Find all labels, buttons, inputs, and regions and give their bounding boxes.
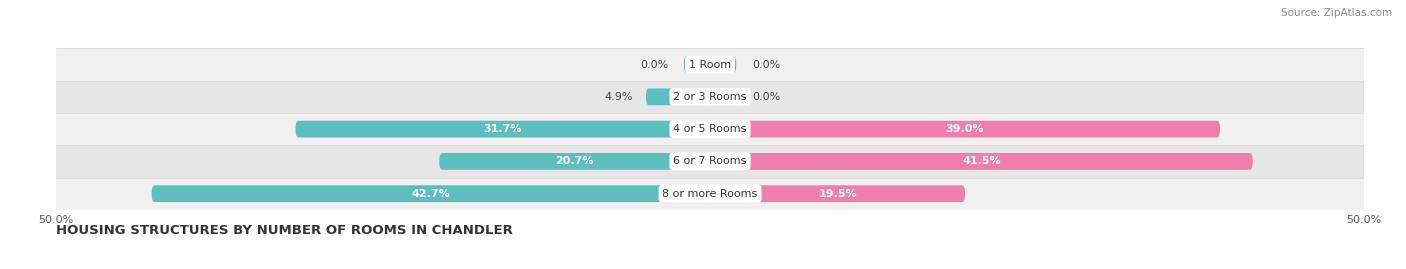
Text: 39.0%: 39.0% (946, 124, 984, 134)
Text: HOUSING STRUCTURES BY NUMBER OF ROOMS IN CHANDLER: HOUSING STRUCTURES BY NUMBER OF ROOMS IN… (56, 224, 513, 237)
FancyBboxPatch shape (295, 121, 710, 137)
Text: 0.0%: 0.0% (640, 59, 668, 70)
FancyBboxPatch shape (710, 185, 965, 202)
Bar (56, 178, 1364, 210)
Text: 0.0%: 0.0% (752, 59, 780, 70)
FancyBboxPatch shape (710, 121, 1220, 137)
Bar (56, 113, 1364, 145)
Bar (56, 48, 1364, 81)
Text: 41.5%: 41.5% (962, 156, 1001, 167)
FancyBboxPatch shape (439, 153, 710, 170)
Text: 4.9%: 4.9% (605, 92, 633, 102)
FancyBboxPatch shape (645, 89, 710, 105)
Text: Source: ZipAtlas.com: Source: ZipAtlas.com (1281, 8, 1392, 18)
FancyBboxPatch shape (710, 56, 737, 73)
Text: 6 or 7 Rooms: 6 or 7 Rooms (673, 156, 747, 167)
Text: 19.5%: 19.5% (818, 189, 856, 199)
FancyBboxPatch shape (152, 185, 710, 202)
Text: 1 Room: 1 Room (689, 59, 731, 70)
FancyBboxPatch shape (710, 89, 737, 105)
Text: 2 or 3 Rooms: 2 or 3 Rooms (673, 92, 747, 102)
Text: 20.7%: 20.7% (555, 156, 593, 167)
Text: 42.7%: 42.7% (412, 189, 450, 199)
Bar (56, 81, 1364, 113)
Text: 8 or more Rooms: 8 or more Rooms (662, 189, 758, 199)
Text: 0.0%: 0.0% (752, 92, 780, 102)
FancyBboxPatch shape (683, 56, 710, 73)
FancyBboxPatch shape (710, 153, 1253, 170)
Bar (56, 145, 1364, 178)
Text: 4 or 5 Rooms: 4 or 5 Rooms (673, 124, 747, 134)
Text: 31.7%: 31.7% (484, 124, 522, 134)
